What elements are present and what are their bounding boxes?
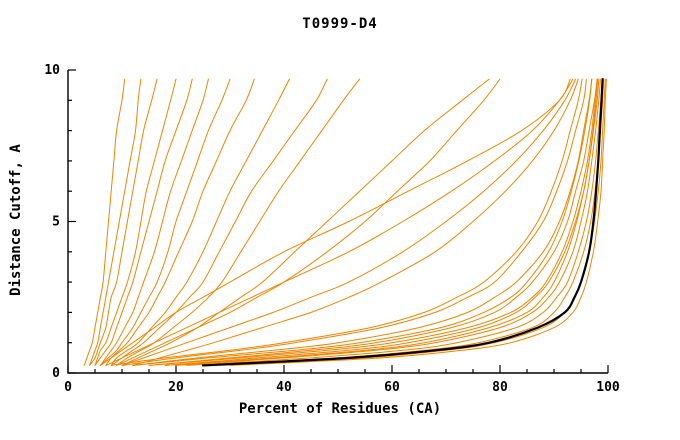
model-curve [110, 78, 328, 366]
model-curve [89, 78, 158, 366]
reference-curve [201, 78, 604, 367]
model-curve [132, 78, 593, 366]
model-curve [121, 78, 577, 366]
model-curve [99, 78, 571, 366]
x-tick-label: 40 [276, 380, 292, 395]
x-axis-label: Percent of Residues (CA) [238, 401, 442, 417]
model-curve [229, 78, 607, 366]
model-curve [164, 78, 599, 366]
x-tick-label: 20 [168, 380, 184, 395]
model-curve [186, 78, 604, 366]
model-curve [121, 78, 490, 366]
model-curve [132, 78, 593, 366]
model-curve [116, 78, 501, 366]
model-curve [175, 78, 601, 366]
model-curve [89, 78, 142, 366]
x-tick-label: 100 [596, 380, 620, 395]
model-curve [94, 78, 177, 366]
model-curve [132, 78, 579, 366]
y-tick-label: 10 [44, 63, 60, 78]
model-curve [99, 78, 209, 366]
model-curve [148, 78, 598, 366]
model-curve [94, 78, 193, 366]
y-tick-label: 0 [52, 366, 60, 381]
y-tick-label: 5 [52, 215, 60, 230]
x-tick-label: 60 [384, 380, 400, 395]
model-curve [105, 78, 574, 366]
model-curve [148, 78, 598, 366]
x-tick-label: 0 [64, 380, 72, 395]
model-curve [105, 78, 255, 366]
model-curve [83, 78, 126, 366]
chart-title: T0999-D4 [302, 16, 378, 32]
model-curve [110, 78, 290, 366]
model-curve [110, 78, 583, 366]
model-curve [121, 78, 587, 366]
model-curve [116, 78, 361, 366]
x-tick-label: 80 [492, 380, 508, 395]
model-curve [99, 78, 231, 366]
